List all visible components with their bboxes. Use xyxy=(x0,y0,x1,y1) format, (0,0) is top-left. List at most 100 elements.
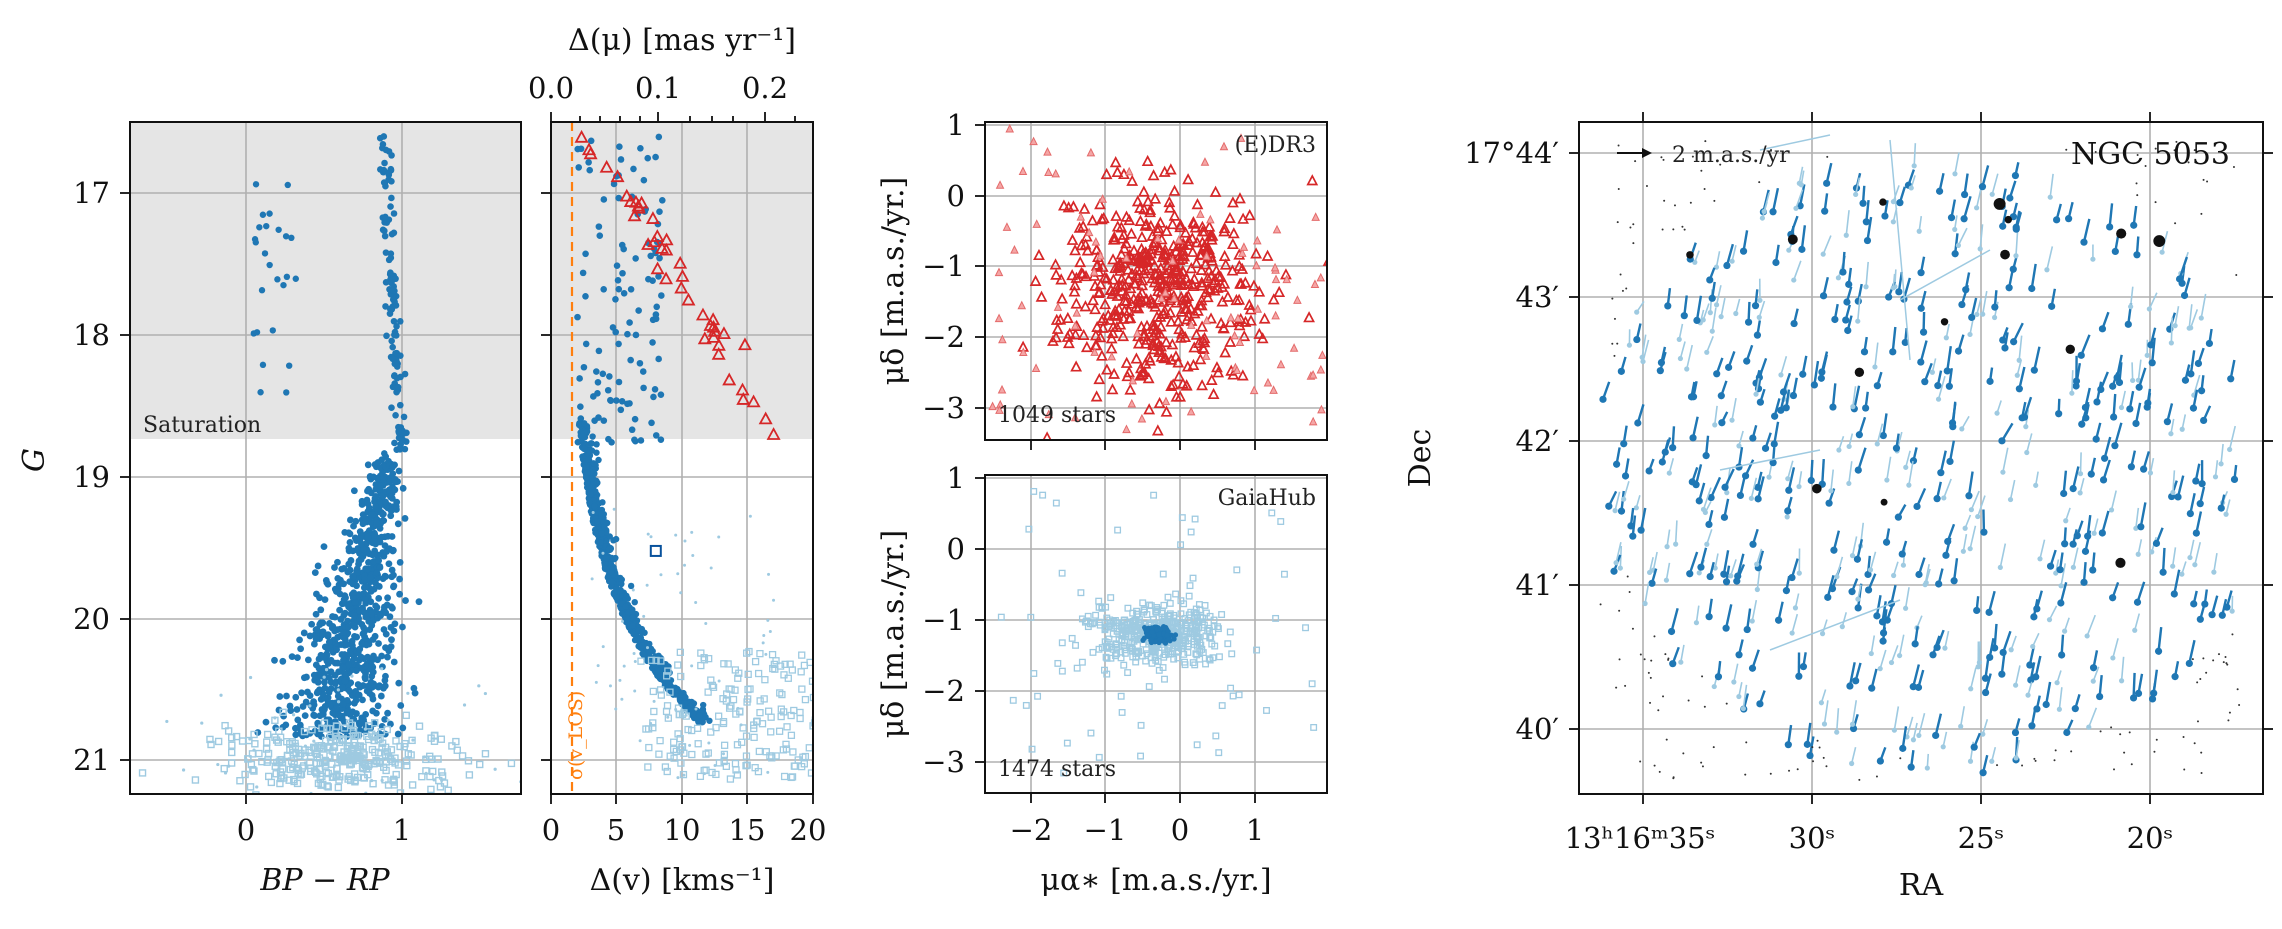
sky-pm-vector xyxy=(1913,143,1917,166)
pm-edr3-star xyxy=(1151,424,1164,436)
vel-star xyxy=(603,554,610,562)
sky-pm-vector xyxy=(1674,520,1678,545)
vel-faint-star xyxy=(707,676,715,684)
sky-pm-vector xyxy=(1791,613,1799,634)
sky-pm-arrowhead xyxy=(1751,302,1760,310)
sky-pm-arrowhead xyxy=(1617,367,1625,375)
sky-pm-arrowhead xyxy=(2092,435,2100,443)
sky-pm-vector xyxy=(2170,317,2173,343)
cmd-rgb-star xyxy=(388,230,396,238)
pm-edr3-star xyxy=(1131,195,1144,207)
vel-star xyxy=(575,421,583,429)
sky-pm-arrowhead xyxy=(1977,246,1983,252)
sky-pm-arrowhead xyxy=(2028,722,2036,730)
vel-minor-star xyxy=(622,664,626,668)
vel-edr3-star xyxy=(706,319,721,333)
vel-star xyxy=(622,603,629,610)
vel-faint-star xyxy=(715,759,724,767)
vel-bright-star xyxy=(649,339,656,346)
sky-pm-arrowhead xyxy=(1707,493,1715,502)
sky-background-dot xyxy=(1611,297,1614,300)
sky-pm-vector xyxy=(1750,477,1758,499)
pm-edr3-faint-star xyxy=(998,334,1007,344)
cmd-ms-star xyxy=(389,546,397,554)
sky-pm-arrowhead xyxy=(1935,187,1944,195)
vel-faint-star xyxy=(756,649,764,658)
pm-edr3-star xyxy=(1073,221,1086,233)
sky-background-dot xyxy=(1649,676,1652,679)
sky-pm-arrowhead xyxy=(2110,655,2116,661)
vel-faint-star xyxy=(697,661,705,670)
pm-gaiahub-faint-star xyxy=(1121,649,1129,657)
pm-edr3-star xyxy=(1097,211,1110,224)
sky-pm-arrowhead xyxy=(1785,486,1793,494)
sky-pm-arrowhead xyxy=(1947,214,1956,222)
vel-star xyxy=(655,667,662,674)
vel-faint-star xyxy=(664,667,672,675)
sky-pm-arrowhead xyxy=(2071,705,2079,713)
vel-edr3-star xyxy=(695,307,710,321)
vel-faint-star xyxy=(743,761,751,769)
pm-edr3-faint-star xyxy=(1132,328,1142,338)
cmd-minor-star xyxy=(333,736,337,740)
saturation-label: Saturation xyxy=(143,413,261,438)
sky-pm-arrowhead xyxy=(2030,366,2038,374)
sky-background-dot xyxy=(2202,657,2205,660)
vel-faint-star xyxy=(756,708,764,717)
vel-minor-star xyxy=(748,514,752,518)
sky-pm-arrowhead xyxy=(1728,573,1734,579)
cmd-ms-star xyxy=(359,520,367,528)
pm-gaiahub-faint-star xyxy=(1253,646,1261,654)
cmd-ms-star xyxy=(396,575,403,583)
vel-minor-star xyxy=(612,507,616,511)
cmd-faint-star xyxy=(296,752,304,760)
sky-pm-vector xyxy=(2002,447,2009,473)
cmd-faint-star xyxy=(392,737,400,745)
sky-pm-vector xyxy=(2174,306,2180,326)
sky-pm-arrowhead xyxy=(1605,502,1613,510)
cmd-faint-star xyxy=(408,781,417,789)
sky-pm-vector xyxy=(1724,604,1733,629)
cmd-minor-star xyxy=(244,758,248,762)
cmd-ms-star xyxy=(271,656,278,664)
vel-faint-star xyxy=(674,661,682,669)
sky-pm-arrowhead xyxy=(1839,624,1845,630)
pm-edr3-star xyxy=(1093,372,1106,385)
sky-pm-arrowhead xyxy=(1748,664,1757,672)
sky-pm-arrowhead xyxy=(1617,565,1623,571)
sky-pm-arrowhead xyxy=(1986,377,1994,385)
cmd-ms-star xyxy=(316,712,324,720)
pm-edr3-star xyxy=(1124,281,1137,294)
pm-edr3-faint-star xyxy=(1018,166,1028,175)
pm-gaiahub-star xyxy=(1172,632,1179,638)
pm-edr3-star xyxy=(1108,233,1121,245)
sky-pm-arrowhead xyxy=(2218,611,2226,619)
sky-pm-arrowhead xyxy=(2227,446,2233,453)
sky-pm-arrowhead xyxy=(1830,546,1838,554)
vel-faint-star xyxy=(656,686,665,694)
sky-pm-arrowhead xyxy=(2091,530,2097,536)
sky-background-dot xyxy=(1683,228,1686,231)
pm-edr3-star xyxy=(1049,258,1062,270)
cmd-faint-star xyxy=(364,735,373,744)
vel-minor-star xyxy=(709,566,713,570)
vel-bright-star xyxy=(657,391,665,398)
cmd-rgb-star xyxy=(392,275,399,283)
pm-edr3-faint-star xyxy=(1235,337,1245,346)
sky-pm-arrowhead xyxy=(1741,472,1750,480)
vel-bright-star xyxy=(577,403,584,410)
pm-gaiahub-faint-star xyxy=(1161,675,1168,683)
cmd-faint-star xyxy=(327,737,335,746)
cmd-faint-star xyxy=(207,740,215,749)
vel-minor-star xyxy=(614,707,618,711)
sky-background-dot xyxy=(1875,775,1878,778)
sky-pm-arrowhead xyxy=(2081,547,2090,555)
cmd-ms-star xyxy=(287,707,295,715)
cmd-minor-star xyxy=(370,779,374,783)
pm-gaiahub-count: 1474 stars xyxy=(998,757,1116,782)
sky-background-dot xyxy=(1629,226,1632,229)
pm-edr3-star xyxy=(1238,329,1251,342)
pm-edr3-star xyxy=(1207,276,1219,288)
pm-gaiahub-star xyxy=(1149,625,1155,631)
pm-edr3-star xyxy=(1139,246,1152,258)
